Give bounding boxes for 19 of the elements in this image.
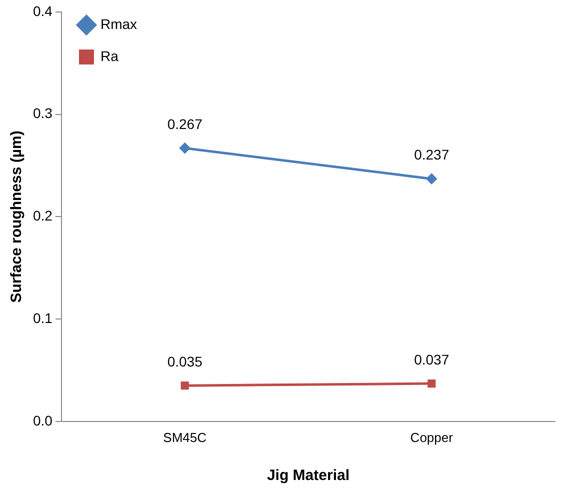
y-tick-label: 0.0 — [32, 412, 53, 428]
y-axis-title: Surface roughness (µm) — [8, 130, 26, 303]
data-label: 0.267 — [167, 116, 203, 132]
x-tick-label: SM45C — [163, 430, 207, 445]
y-tick-label: 0.1 — [32, 310, 53, 326]
legend-label: Rmax — [100, 16, 138, 32]
point — [180, 382, 189, 390]
point — [428, 379, 436, 388]
y-tick-label: 0.3 — [32, 105, 53, 122]
x-axis-title: Jig Material — [266, 467, 350, 484]
legend-label: Ra — [100, 48, 119, 64]
point — [179, 142, 190, 154]
data-label: 0.035 — [167, 353, 203, 370]
data-label: 0.037 — [414, 351, 450, 368]
y-tick-label: 0.4 — [32, 2, 53, 19]
point — [426, 173, 438, 184]
data-label: 0.237 — [414, 146, 450, 163]
y-tick-label: 0.2 — [32, 208, 53, 224]
x-tick-label: Copper — [410, 430, 454, 445]
